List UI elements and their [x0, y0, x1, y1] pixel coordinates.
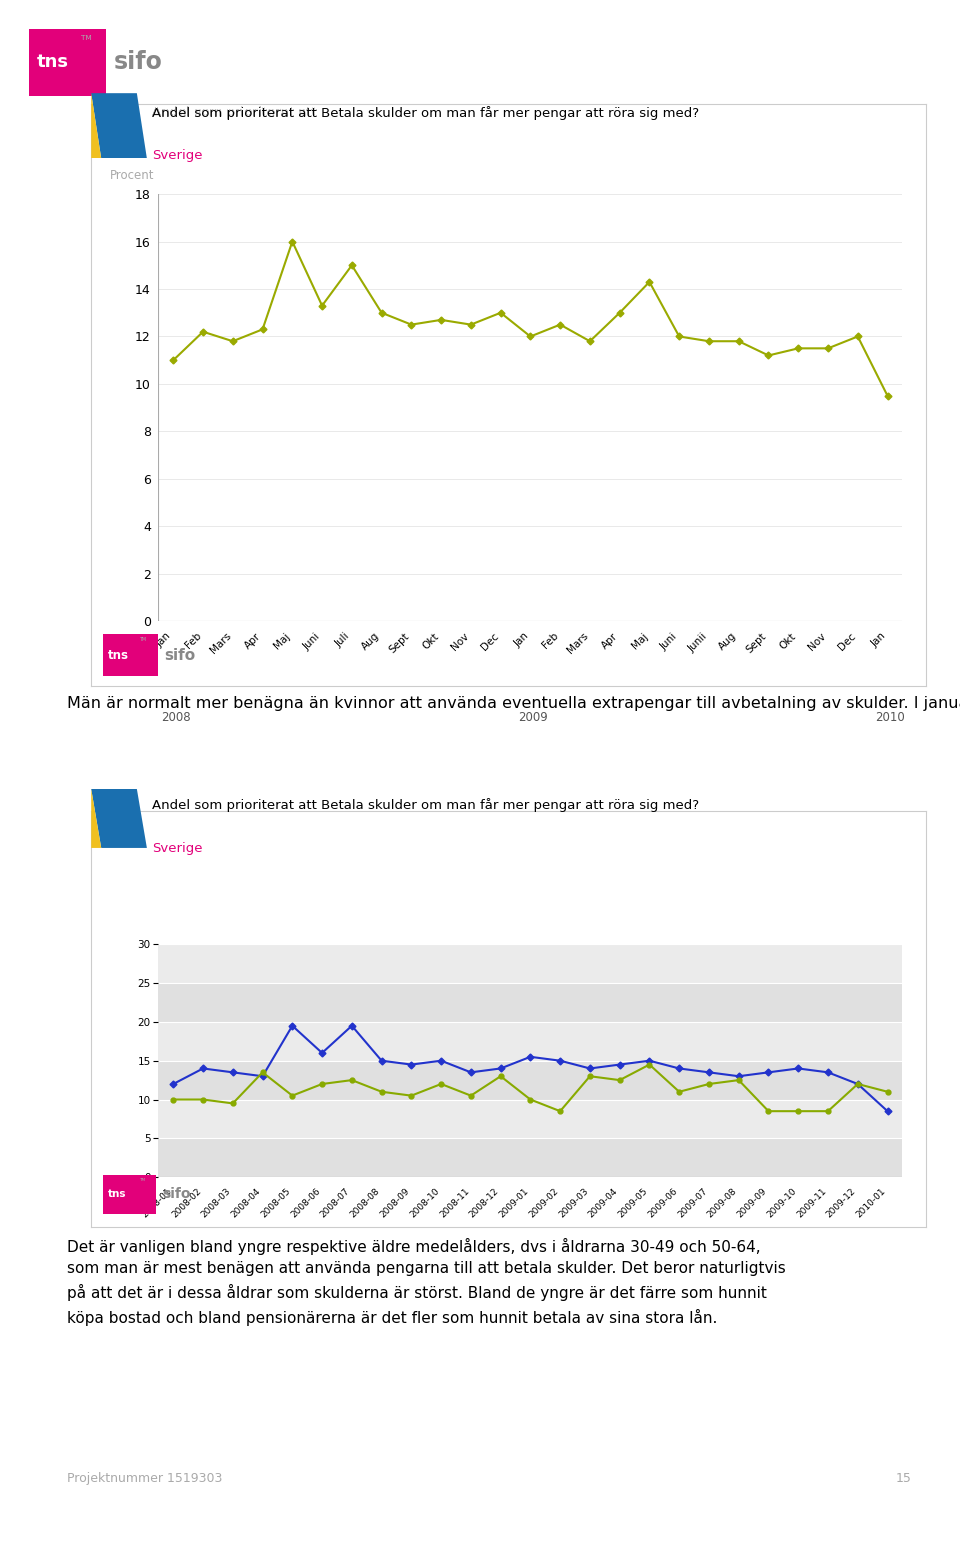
Text: © TNS SIFO 2009   28: © TNS SIFO 2009 28 — [814, 1204, 922, 1213]
Text: sifo: sifo — [113, 50, 162, 75]
Text: tns: tns — [108, 649, 130, 662]
Text: Andel som prioriterat att Betala skulder om man får mer pengar att röra sig med?: Andel som prioriterat att Betala skulder… — [152, 798, 699, 812]
Text: TM: TM — [139, 1177, 145, 1182]
Text: Time Period: 2008-01-15 to 2010-01-26: Time Period: 2008-01-15 to 2010-01-26 — [125, 960, 303, 969]
Text: sifo: sifo — [162, 1186, 190, 1202]
Text: Män är normalt mer benägna än kvinnor att använda eventuella extrapengar till av: Män är normalt mer benägna än kvinnor at… — [67, 696, 960, 711]
Text: 2009: 2009 — [518, 711, 548, 724]
Bar — [158, 983, 902, 1022]
FancyBboxPatch shape — [29, 28, 106, 96]
Text: TM: TM — [81, 34, 91, 40]
Text: © TNS SIFO 2009   16: © TNS SIFO 2009 16 — [815, 665, 922, 674]
Bar — [158, 1022, 902, 1061]
Bar — [158, 1061, 902, 1100]
Text: Andel som prioriterat att: Andel som prioriterat att — [152, 106, 321, 120]
Bar — [158, 1100, 902, 1138]
Text: Projektnummer 1519303: Projektnummer 1519303 — [67, 1472, 223, 1485]
Text: Andel som prioriterat att Betala skulder: Andel som prioriterat att Betala skulder — [152, 106, 417, 120]
FancyBboxPatch shape — [103, 1174, 156, 1214]
Text: tns: tns — [108, 1190, 127, 1199]
Polygon shape — [91, 789, 147, 848]
Text: Andel som prioriterat att Betala skulder om man får mer pengar att röra sig med?: Andel som prioriterat att Betala skulder… — [152, 106, 699, 120]
Text: tns: tns — [36, 53, 68, 71]
Bar — [158, 1138, 902, 1177]
Text: Sverige: Sverige — [152, 149, 203, 162]
Text: Kön: Kön — [125, 859, 150, 873]
Bar — [158, 944, 902, 983]
Text: 2010: 2010 — [876, 711, 905, 724]
Text: 2008: 2008 — [161, 711, 191, 724]
Text: sifo: sifo — [164, 648, 195, 663]
FancyBboxPatch shape — [103, 634, 158, 677]
Text: 15: 15 — [896, 1472, 912, 1485]
Text: Det är vanligen bland yngre respektive äldre medelålders, dvs i åldrarna 30-49 o: Det är vanligen bland yngre respektive ä… — [67, 1238, 786, 1326]
Text: Betala skulder - Man: Betala skulder - Man — [570, 909, 671, 918]
Text: Prioritera: Prioritera — [125, 904, 177, 915]
Text: Procent: Procent — [110, 169, 155, 182]
Polygon shape — [91, 789, 101, 848]
Text: TM: TM — [140, 637, 147, 643]
Text: Betala skulder - Kvinna: Betala skulder - Kvinna — [570, 940, 684, 949]
Polygon shape — [91, 93, 101, 158]
Polygon shape — [91, 93, 147, 158]
Text: Avg no. of resp (Month) per target group: 571: Avg no. of resp (Month) per target group… — [125, 935, 331, 944]
Text: Sverige: Sverige — [152, 842, 203, 856]
Text: Månadsmätning: Månadsmätning — [802, 1197, 902, 1210]
